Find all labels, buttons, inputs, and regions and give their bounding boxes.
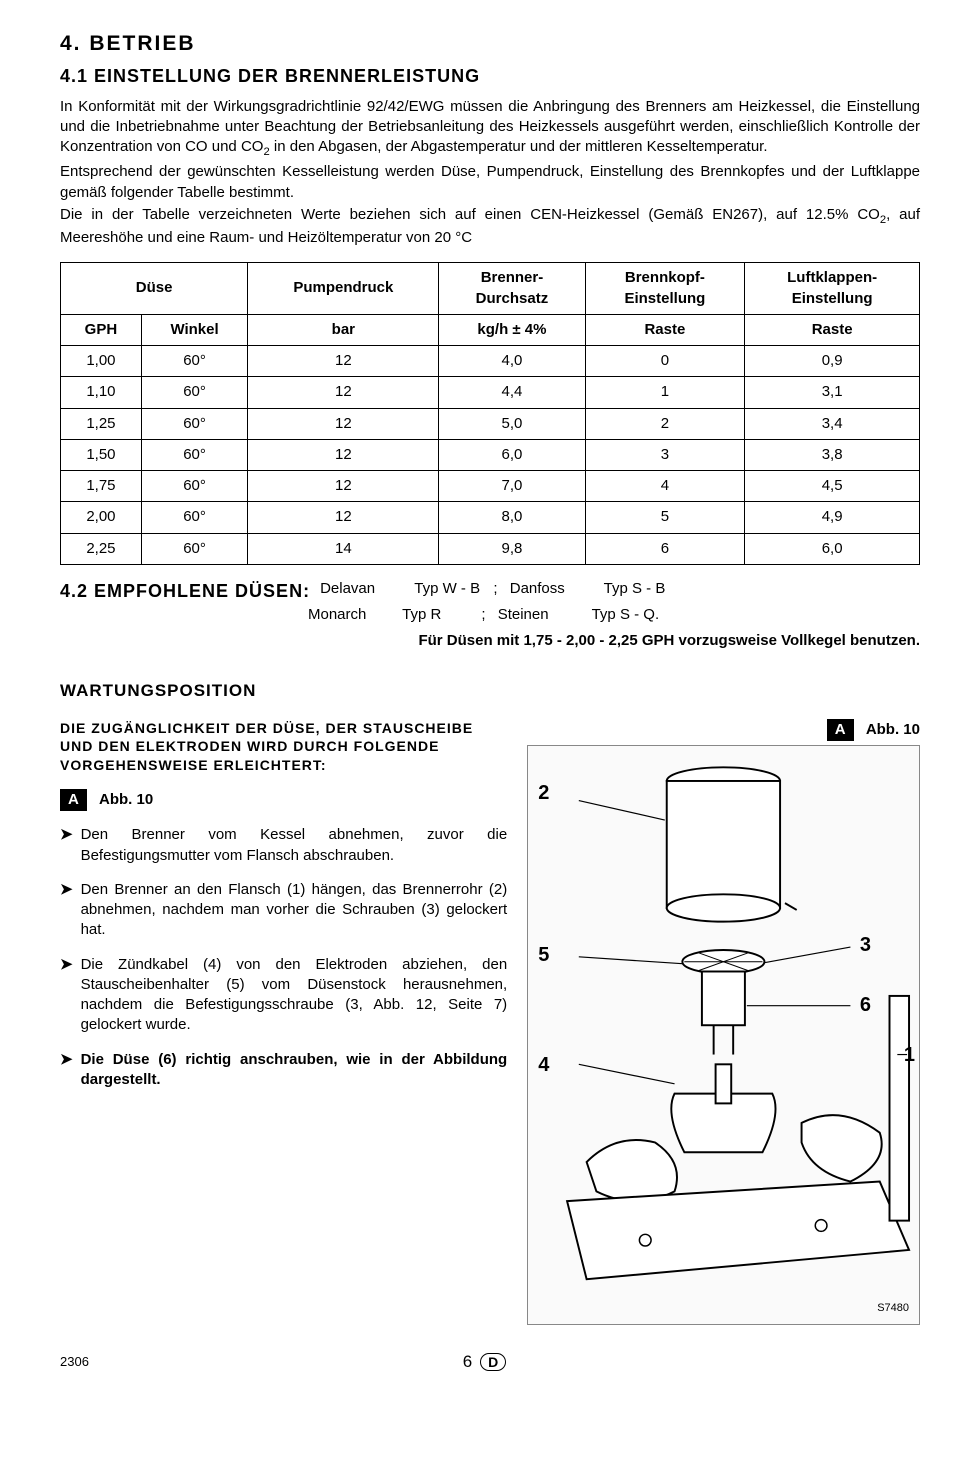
th-winkel: Winkel — [141, 314, 247, 345]
paragraph-3: Die in der Tabelle verzeichneten Werte b… — [60, 205, 920, 248]
th-kgh: kg/h ± 4% — [439, 314, 585, 345]
bullet-1: ➤ Den Brenner vom Kessel abnehmen, zuvor… — [60, 825, 507, 866]
th-raste1: Raste — [585, 314, 745, 345]
dlabel-1: 1 — [904, 1042, 915, 1069]
section-title: BETRIEB — [89, 32, 195, 55]
bullet-4-bold: ➤ Die Düse (6) richtig anschrauben, wie … — [60, 1050, 507, 1091]
th-bar: bar — [248, 314, 439, 345]
table-row: 1,0060°124,000,9 — [61, 346, 920, 377]
th-gph: GPH — [61, 314, 142, 345]
table-row: 2,2560°149,866,0 — [61, 533, 920, 564]
th-raste2: Raste — [745, 314, 920, 345]
empf-title: EMPFOHLENE DÜSEN: — [94, 581, 310, 601]
empf-l1a: Delavan — [320, 579, 410, 599]
dlabel-6: 6 — [860, 992, 871, 1019]
sub-num: 4.1 — [60, 66, 88, 86]
empf-l2a: Monarch — [308, 605, 398, 625]
th-luftklappe: Luftklappen- Einstellung — [745, 263, 920, 315]
dlabel-3: 3 — [860, 932, 871, 959]
abb-label-right: Abb. 10 — [866, 721, 920, 738]
empf-l1b: Typ W - B — [414, 579, 489, 599]
access-text: DIE ZUGÄNGLICHKEIT DER DÜSE, DER STAUSCH… — [60, 719, 507, 776]
dlabel-5: 5 — [538, 942, 549, 969]
table-row: 2,0060°128,054,9 — [61, 502, 920, 533]
dlabel-4: 4 — [538, 1052, 549, 1079]
lang-badge: D — [480, 1353, 506, 1371]
empf-l2c: ; — [481, 606, 485, 623]
page-footer: 2306 6 D — [60, 1351, 920, 1374]
empf-l2e: Typ S - Q. — [592, 606, 660, 623]
bullet-3: ➤ Die Zündkabel (4) von den Elektroden a… — [60, 955, 507, 1036]
table-row: 1,2560°125,023,4 — [61, 408, 920, 439]
empf-l2b: Typ R — [402, 605, 477, 625]
settings-table: Düse Pumpendruck Brenner- Durchsatz Bren… — [60, 262, 920, 565]
wartung-two-col: DIE ZUGÄNGLICHKEIT DER DÜSE, DER STAUSCH… — [60, 719, 920, 1325]
arrow-icon: ➤ — [60, 825, 73, 866]
badge-a-right: A — [827, 719, 854, 741]
arrow-icon: ➤ — [60, 955, 73, 1036]
empfohlene-block: 4.2 EMPFOHLENE DÜSEN: Delavan Typ W - B … — [60, 579, 920, 652]
subsection-heading: 4.1 EINSTELLUNG DER BRENNERLEISTUNG — [60, 64, 920, 88]
bullet-2: ➤ Den Brenner an den Flansch (1) hängen,… — [60, 880, 507, 941]
table-row: 1,5060°126,033,8 — [61, 439, 920, 470]
diagram-code: S7480 — [877, 1301, 909, 1316]
empf-l1c: ; — [493, 580, 497, 597]
wartung-heading: WARTUNGSPOSITION — [60, 680, 920, 703]
burner-diagram: 2 5 4 3 6 1 S7480 — [527, 745, 920, 1325]
empf-l1e: Typ S - B — [604, 580, 666, 597]
th-duese: Düse — [61, 263, 248, 315]
empf-num: 4.2 — [60, 581, 88, 601]
th-pumpen: Pumpendruck — [248, 263, 439, 315]
empf-l1d: Danfoss — [510, 579, 600, 599]
th-brenner: Brenner- Durchsatz — [439, 263, 585, 315]
paragraph-1: In Konformität mit der Wirkungsgradricht… — [60, 97, 920, 161]
table-row: 1,1060°124,413,1 — [61, 377, 920, 408]
table-row: 1,7560°127,044,5 — [61, 471, 920, 502]
paragraph-2: Entsprechend der gewünschten Kesselleist… — [60, 162, 920, 203]
section-num: 4. — [60, 32, 82, 55]
empf-l2d: Steinen — [498, 605, 588, 625]
dlabel-2: 2 — [538, 780, 549, 807]
page-number: 6 — [463, 1351, 472, 1374]
empf-note: Für Düsen mit 1,75 - 2,00 - 2,25 GPH vor… — [60, 631, 920, 651]
sub-title: EINSTELLUNG DER BRENNERLEISTUNG — [94, 66, 480, 86]
section-heading: 4. BETRIEB — [60, 30, 920, 58]
abb-label-left: Abb. 10 — [99, 791, 153, 808]
footer-left: 2306 — [60, 1353, 89, 1371]
arrow-icon: ➤ — [60, 1050, 73, 1091]
wartung-left: DIE ZUGÄNGLICHKEIT DER DÜSE, DER STAUSCH… — [60, 719, 507, 1325]
wartung-right: A Abb. 10 — [527, 719, 920, 1325]
arrow-icon: ➤ — [60, 880, 73, 941]
badge-a-left: A — [60, 789, 87, 811]
th-brennkopf: Brennkopf- Einstellung — [585, 263, 745, 315]
